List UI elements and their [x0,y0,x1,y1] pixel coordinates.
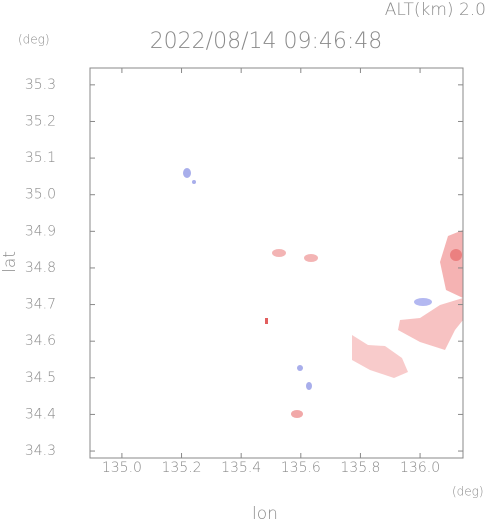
x-tick-label: 135.6 [281,460,321,476]
echo [440,230,463,298]
echo [306,382,312,390]
altitude-label: ALT(km) 2.0 [385,0,486,20]
y-tick-label: 34.6 [25,333,56,349]
echoes [183,168,463,418]
x-tick-label: 135.0 [102,460,142,476]
x-tick-label: 135.2 [161,460,201,476]
echo [265,318,268,324]
chart-title: 2022/08/14 09:46:48 [150,29,383,54]
echo [192,180,196,184]
echo [272,249,286,257]
y-tick-label: 35.3 [25,77,56,93]
x-tick-label: 136.0 [400,460,440,476]
y-tick-label: 35.0 [25,187,56,203]
y-tick-label: 34.8 [25,260,56,276]
y-tick-label: 35.2 [25,113,56,129]
echo [352,335,408,378]
x-unit: (deg) [452,485,484,499]
y-unit: (deg) [18,33,50,47]
y-tick-label: 34.3 [25,443,56,459]
x-tick-label: 135.4 [221,460,261,476]
echo [297,365,303,371]
y-tick-label: 34.4 [25,406,56,422]
y-tick-label: 34.7 [25,297,56,313]
echo [398,298,463,350]
y-tick-label: 34.9 [25,223,56,239]
x-axis-label: lon [252,504,278,521]
echo [450,249,462,261]
y-tick-label: 35.1 [25,150,56,166]
echo [414,298,432,306]
y-axis-label: lat [0,251,20,273]
x-tick-label: 135.8 [340,460,380,476]
plot-frame [89,67,464,459]
echo [183,168,191,178]
echo [304,254,318,262]
echo [291,410,303,418]
y-tick-label: 34.5 [25,370,56,386]
